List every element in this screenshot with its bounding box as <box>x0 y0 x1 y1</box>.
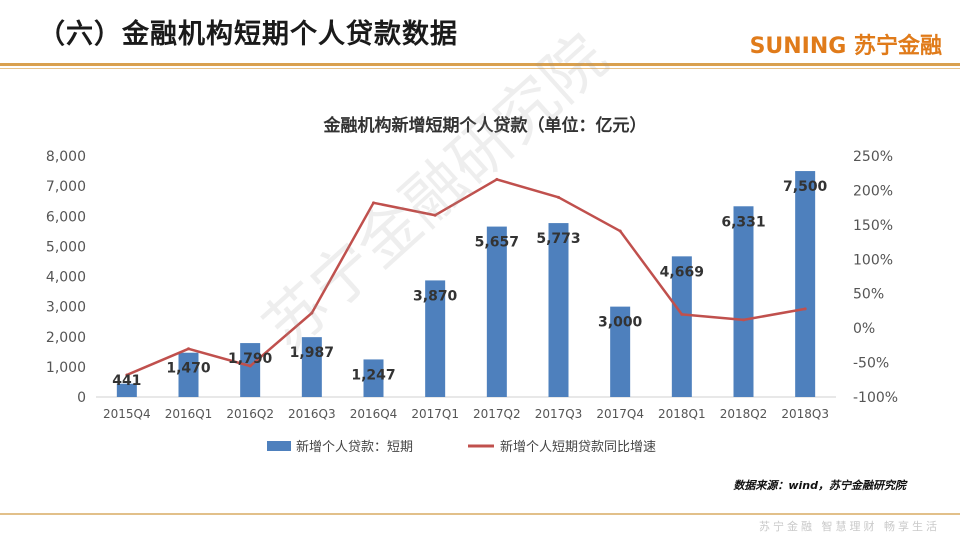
bar-series <box>116 171 816 397</box>
y-left-tick-label: 4,000 <box>46 270 86 286</box>
data-source-note: 数据来源：wind，苏宁金融研究院 <box>733 479 906 492</box>
x-tick-label: 2018Q1 <box>658 407 706 421</box>
line-point <box>803 307 807 311</box>
growth-line <box>126 178 806 377</box>
x-tick-label: 2016Q3 <box>288 407 336 421</box>
y-right-tick-label: 100% <box>853 252 893 268</box>
line-series <box>125 177 807 377</box>
y-left-tick-label: 6,000 <box>46 209 86 225</box>
x-axis: 2015Q4 2016Q1 2016Q2 2016Q3 2016Q4 2017Q1 2017… <box>96 396 836 421</box>
bar <box>671 256 692 397</box>
y-right-tick-label: 0% <box>853 321 875 337</box>
y-left-tick-label: 2,000 <box>46 330 86 346</box>
x-tick-label: 2015Q4 <box>103 407 151 421</box>
y-left-tick-label: 0 <box>77 390 86 406</box>
y-right-tick-label: 50% <box>853 287 884 303</box>
bar <box>425 280 446 397</box>
header: （六）金融机构短期个人贷款数据 SUNING 苏宁金融 <box>0 0 960 62</box>
x-tick-label: 2017Q3 <box>535 407 583 421</box>
line-point <box>310 311 314 315</box>
bar-data-label: 1,987 <box>290 345 334 361</box>
x-tick-label: 2016Q1 <box>165 407 213 421</box>
x-tick-label: 2017Q4 <box>596 407 644 421</box>
line-point <box>433 213 437 217</box>
y-axis-right: -100% -50% 0% 50% 100% 150% 200% 250% <box>853 149 898 406</box>
footer-divider <box>0 513 960 515</box>
line-point <box>125 373 129 377</box>
bar <box>301 337 322 397</box>
y-left-tick-label: 8,000 <box>46 149 86 165</box>
bar-data-label: 5,773 <box>536 231 580 247</box>
bar-data-label: 4,669 <box>660 264 704 280</box>
line-point <box>618 229 622 233</box>
bar <box>240 343 261 397</box>
y-left-tick-label: 5,000 <box>46 239 86 255</box>
brand-logo: SUNING 苏宁金融 <box>749 34 942 59</box>
bar <box>178 352 199 397</box>
bar-data-label: 1,790 <box>228 351 273 367</box>
x-tick-label: 2017Q1 <box>411 407 459 421</box>
bar <box>548 223 569 397</box>
footer-slogan: 苏宁金融 智慧理财 畅享生活 <box>759 520 940 533</box>
chart-title: 金融机构新增短期个人贷款（单位：亿元） <box>323 115 647 136</box>
y-left-tick-label: 3,000 <box>46 300 86 316</box>
bar <box>733 206 754 397</box>
data-labels: 441 1,470 1,790 1,987 1,247 3,870 5,657 5,773 3,… <box>112 179 827 389</box>
y-left-tick-label: 7,000 <box>46 179 86 195</box>
legend: 新增个人贷款：短期 新增个人短期贷款同比增速 <box>267 439 656 455</box>
legend-line-label: 新增个人短期贷款同比增速 <box>500 439 656 455</box>
line-point <box>187 347 190 351</box>
bar-data-label: 3,870 <box>413 288 458 304</box>
bar-data-label: 7,500 <box>783 179 828 195</box>
header-divider <box>0 63 960 66</box>
bar-data-label: 6,331 <box>721 214 765 230</box>
line-point <box>557 195 560 199</box>
x-tick-label: 2016Q4 <box>350 407 398 421</box>
bar-data-label: 1,470 <box>166 361 211 377</box>
y-right-tick-label: -100% <box>853 390 898 406</box>
y-right-tick-label: -50% <box>853 356 889 372</box>
line-point <box>248 364 252 368</box>
page-title: （六）金融机构短期个人贷款数据 <box>38 19 458 50</box>
bar <box>486 226 507 397</box>
bar <box>610 306 631 397</box>
bar <box>363 359 384 397</box>
y-left-tick-label: 1,000 <box>46 360 86 376</box>
y-right-tick-label: 250% <box>853 149 893 165</box>
bar-data-label: 3,000 <box>598 315 643 331</box>
x-tick-label: 2016Q2 <box>226 407 274 421</box>
bar-data-label: 5,657 <box>475 235 519 251</box>
x-tick-label: 2017Q2 <box>473 407 521 421</box>
bar <box>795 171 816 397</box>
header-divider-thin <box>0 68 960 69</box>
x-tick-label: 2018Q2 <box>720 407 768 421</box>
line-point <box>495 177 499 181</box>
y-right-tick-label: 150% <box>853 218 893 234</box>
y-axis-left: 0 1,000 2,000 3,000 4,000 5,000 6,000 7,000 8,00… <box>46 149 86 406</box>
bar-data-label: 441 <box>112 373 141 389</box>
legend-bar-swatch <box>267 441 291 451</box>
legend-bar-label: 新增个人贷款：短期 <box>296 439 413 455</box>
x-tick-label: 2018Q3 <box>781 407 829 421</box>
y-right-tick-label: 200% <box>853 183 893 199</box>
line-point <box>680 312 684 316</box>
line-point <box>742 318 745 322</box>
bar <box>116 383 137 397</box>
line-point <box>372 201 375 205</box>
bar-data-label: 1,247 <box>351 367 395 383</box>
